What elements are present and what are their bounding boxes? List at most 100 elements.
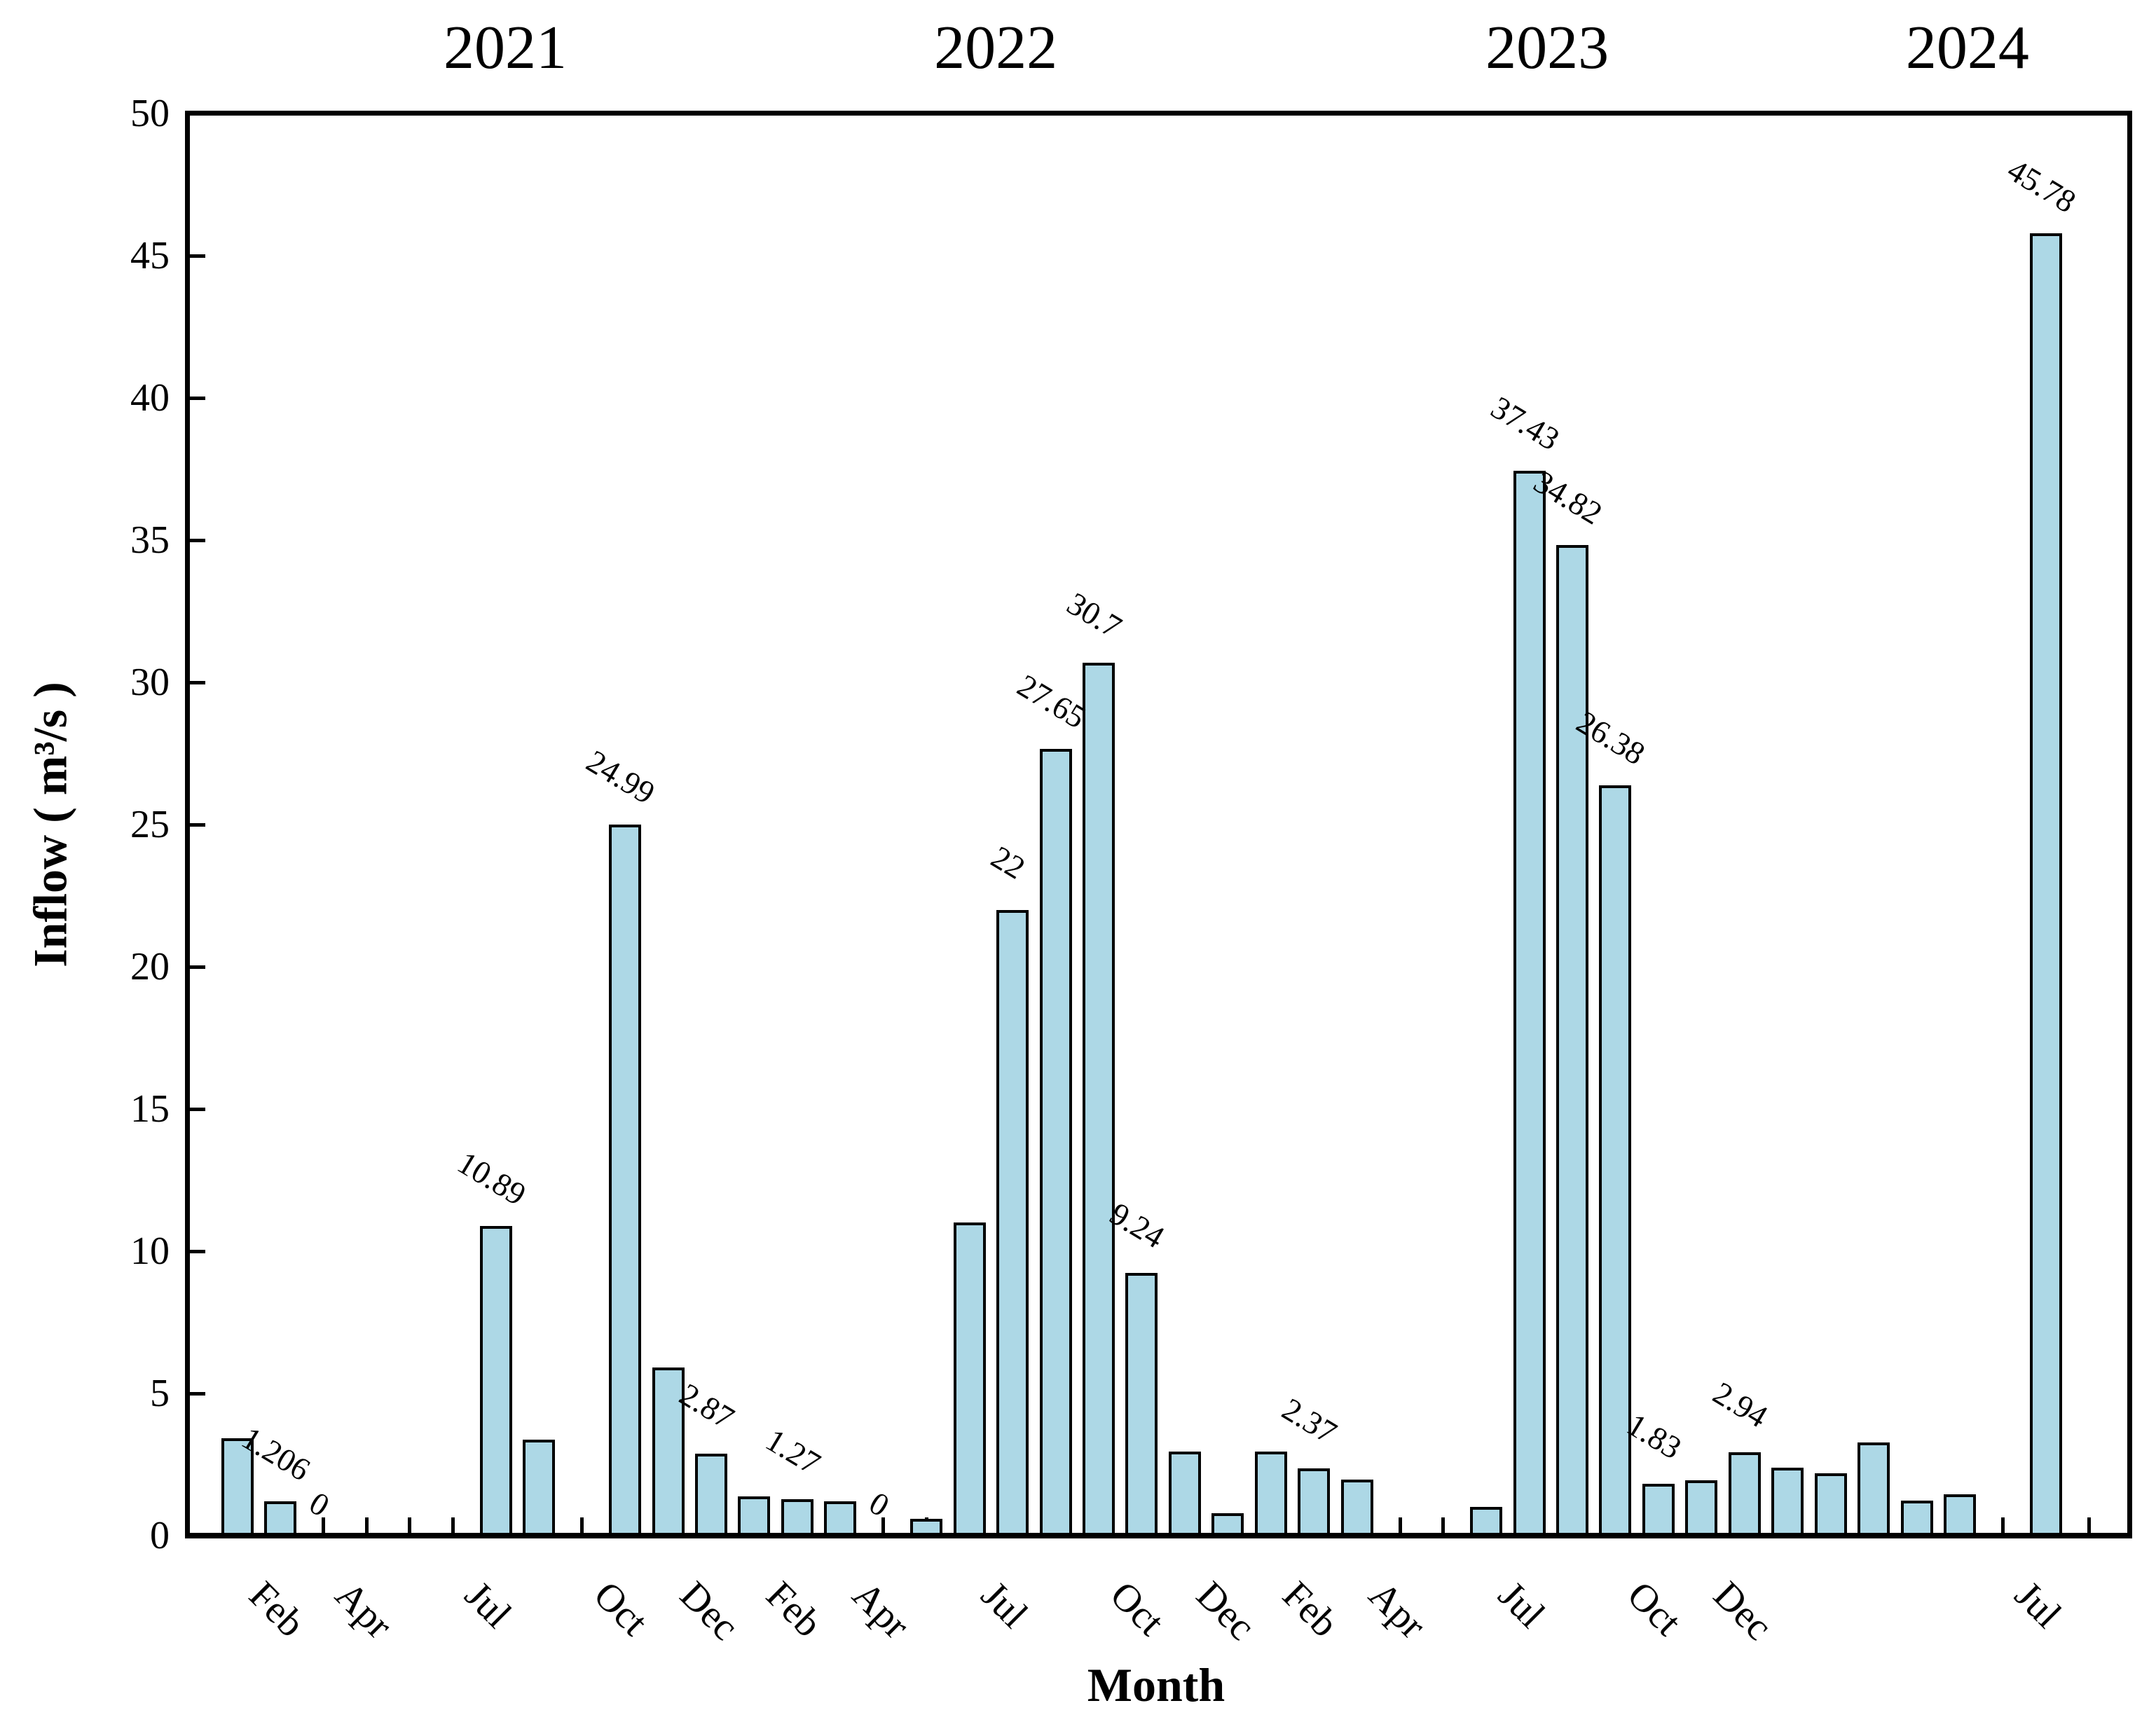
x-tick-label-25-Feb: Feb — [1274, 1573, 1347, 1646]
bar-2021-Aug — [523, 1440, 556, 1536]
y-tick-30 — [187, 680, 205, 684]
x-tick-label-42-Jul: Jul — [2006, 1573, 2070, 1637]
bar-2023-Jan — [1254, 1452, 1287, 1536]
y-tick-label-5: 5 — [150, 1372, 170, 1415]
y-tick-25 — [187, 822, 205, 827]
x-tick-month-4 — [408, 1517, 412, 1536]
y-tick-15 — [187, 1107, 205, 1111]
value-label-2022-Apr: 0 — [863, 1484, 895, 1524]
value-label-2022-Feb: 1.27 — [760, 1421, 827, 1482]
y-tick-label-35: 35 — [130, 518, 170, 562]
year-label-2022: 2022 — [934, 14, 1058, 82]
x-tick-label-18-Jul: Jul — [973, 1573, 1036, 1637]
y-tick-label-30: 30 — [130, 661, 170, 704]
bar-2022-Dec — [1211, 1513, 1244, 1536]
y-tick-35 — [187, 538, 205, 542]
x-tick-month-43 — [2087, 1517, 2091, 1536]
x-tick-label-35-Dec: Dec — [1705, 1573, 1780, 1649]
bar-2024-May — [1944, 1494, 1976, 1536]
year-label-2023: 2023 — [1485, 14, 1609, 82]
bar-2024-Jul — [2029, 233, 2062, 1536]
x-tick-label-3-Apr: Apr — [327, 1573, 401, 1648]
bar-2021-Feb — [264, 1501, 297, 1536]
bar-2023-Aug — [1556, 545, 1588, 1536]
bar-2022-Sep — [1083, 662, 1115, 1536]
bar-2022-Jun — [953, 1222, 986, 1536]
x-tick-label-6-Jul: Jul — [456, 1573, 520, 1637]
x-tick-month-3 — [364, 1517, 369, 1536]
value-label-2023-Jul: 37.43 — [1485, 389, 1565, 457]
x-tick-label-11-Dec: Dec — [671, 1573, 747, 1649]
right-spine — [2127, 111, 2132, 1538]
x-axis-title: Month — [1087, 1658, 1225, 1711]
value-label-2021-Oct: 24.99 — [580, 743, 661, 811]
bar-2021-Oct — [609, 825, 642, 1536]
y-tick-label-50: 50 — [130, 92, 170, 135]
bar-2024-Mar — [1858, 1442, 1890, 1536]
bar-2023-Mar — [1340, 1480, 1373, 1536]
bar-2021-Dec — [694, 1454, 727, 1536]
bar-2022-May — [910, 1518, 943, 1536]
bar-2023-Nov — [1685, 1480, 1718, 1536]
y-tick-45 — [187, 254, 205, 258]
value-label-2023-Dec: 2.94 — [1707, 1375, 1774, 1435]
bar-2024-Apr — [1900, 1501, 1933, 1536]
x-tick-label-9-Oct: Oct — [585, 1573, 657, 1644]
bar-2022-Oct — [1125, 1272, 1158, 1536]
year-label-2021: 2021 — [443, 14, 567, 82]
y-tick-20 — [187, 965, 205, 969]
x-tick-label-27-Apr: Apr — [1360, 1573, 1435, 1648]
bar-2022-Nov — [1168, 1452, 1201, 1536]
y-tick-0 — [187, 1534, 205, 1538]
y-tick-label-0: 0 — [150, 1514, 170, 1557]
year-label-2024: 2024 — [1905, 14, 2029, 82]
y-axis-title: Inflow ( m³/s ) — [23, 682, 77, 967]
bar-2023-Jul — [1513, 471, 1546, 1536]
y-tick-label-40: 40 — [130, 376, 170, 420]
x-tick-label-33-Oct: Oct — [1619, 1573, 1690, 1644]
bar-2022-Feb — [781, 1499, 813, 1536]
value-label-2022-Aug: 27.65 — [1011, 667, 1092, 736]
bar-2022-Jan — [738, 1496, 771, 1536]
x-tick-month-41 — [2000, 1517, 2005, 1536]
bar-2022-Mar — [824, 1501, 857, 1536]
bar-2021-Jul — [479, 1225, 512, 1536]
bar-2021-Jan — [221, 1438, 254, 1536]
y-tick-50 — [187, 111, 205, 116]
value-label-2023-Feb: 2.37 — [1276, 1391, 1343, 1451]
bar-2023-Sep — [1599, 785, 1632, 1536]
x-tick-month-28 — [1441, 1517, 1446, 1536]
x-tick-month-15 — [881, 1517, 886, 1536]
value-label-2024-Jul: 45.78 — [2001, 151, 2082, 220]
bar-2023-Oct — [1642, 1483, 1675, 1536]
y-tick-40 — [187, 396, 205, 400]
value-label-2022-Jul: 22 — [985, 839, 1031, 886]
bar-2023-Feb — [1298, 1468, 1331, 1536]
y-tick-label-45: 45 — [130, 234, 170, 277]
bar-2023-Dec — [1728, 1452, 1761, 1536]
bar-2021-Nov — [652, 1368, 685, 1536]
bar-2022-Jul — [996, 909, 1029, 1536]
y-tick-10 — [187, 1249, 205, 1253]
x-tick-label-21-Oct: Oct — [1101, 1573, 1173, 1644]
x-tick-label-23-Dec: Dec — [1188, 1573, 1264, 1649]
bar-2024-Jan — [1771, 1467, 1804, 1536]
y-tick-label-20: 20 — [130, 945, 170, 988]
bar-2024-Feb — [1814, 1473, 1847, 1536]
top-spine — [185, 111, 2132, 116]
y-tick-label-25: 25 — [130, 803, 170, 846]
value-label-2021-Mar: 0 — [303, 1484, 336, 1524]
y-tick-5 — [187, 1391, 205, 1396]
x-tick-month-5 — [451, 1517, 455, 1536]
x-tick-month-27 — [1398, 1517, 1402, 1536]
value-label-2021-Jul: 10.89 — [451, 1144, 533, 1213]
x-tick-label-1-Feb: Feb — [240, 1573, 314, 1646]
bar-2023-Jun — [1470, 1507, 1503, 1536]
x-tick-label-30-Jul: Jul — [1489, 1573, 1553, 1637]
x-tick-label-13-Feb: Feb — [757, 1573, 830, 1646]
y-tick-label-15: 15 — [130, 1087, 170, 1131]
x-tick-month-8 — [580, 1517, 584, 1536]
x-tick-month-2 — [322, 1517, 326, 1536]
x-tick-label-15-Apr: Apr — [844, 1573, 918, 1648]
